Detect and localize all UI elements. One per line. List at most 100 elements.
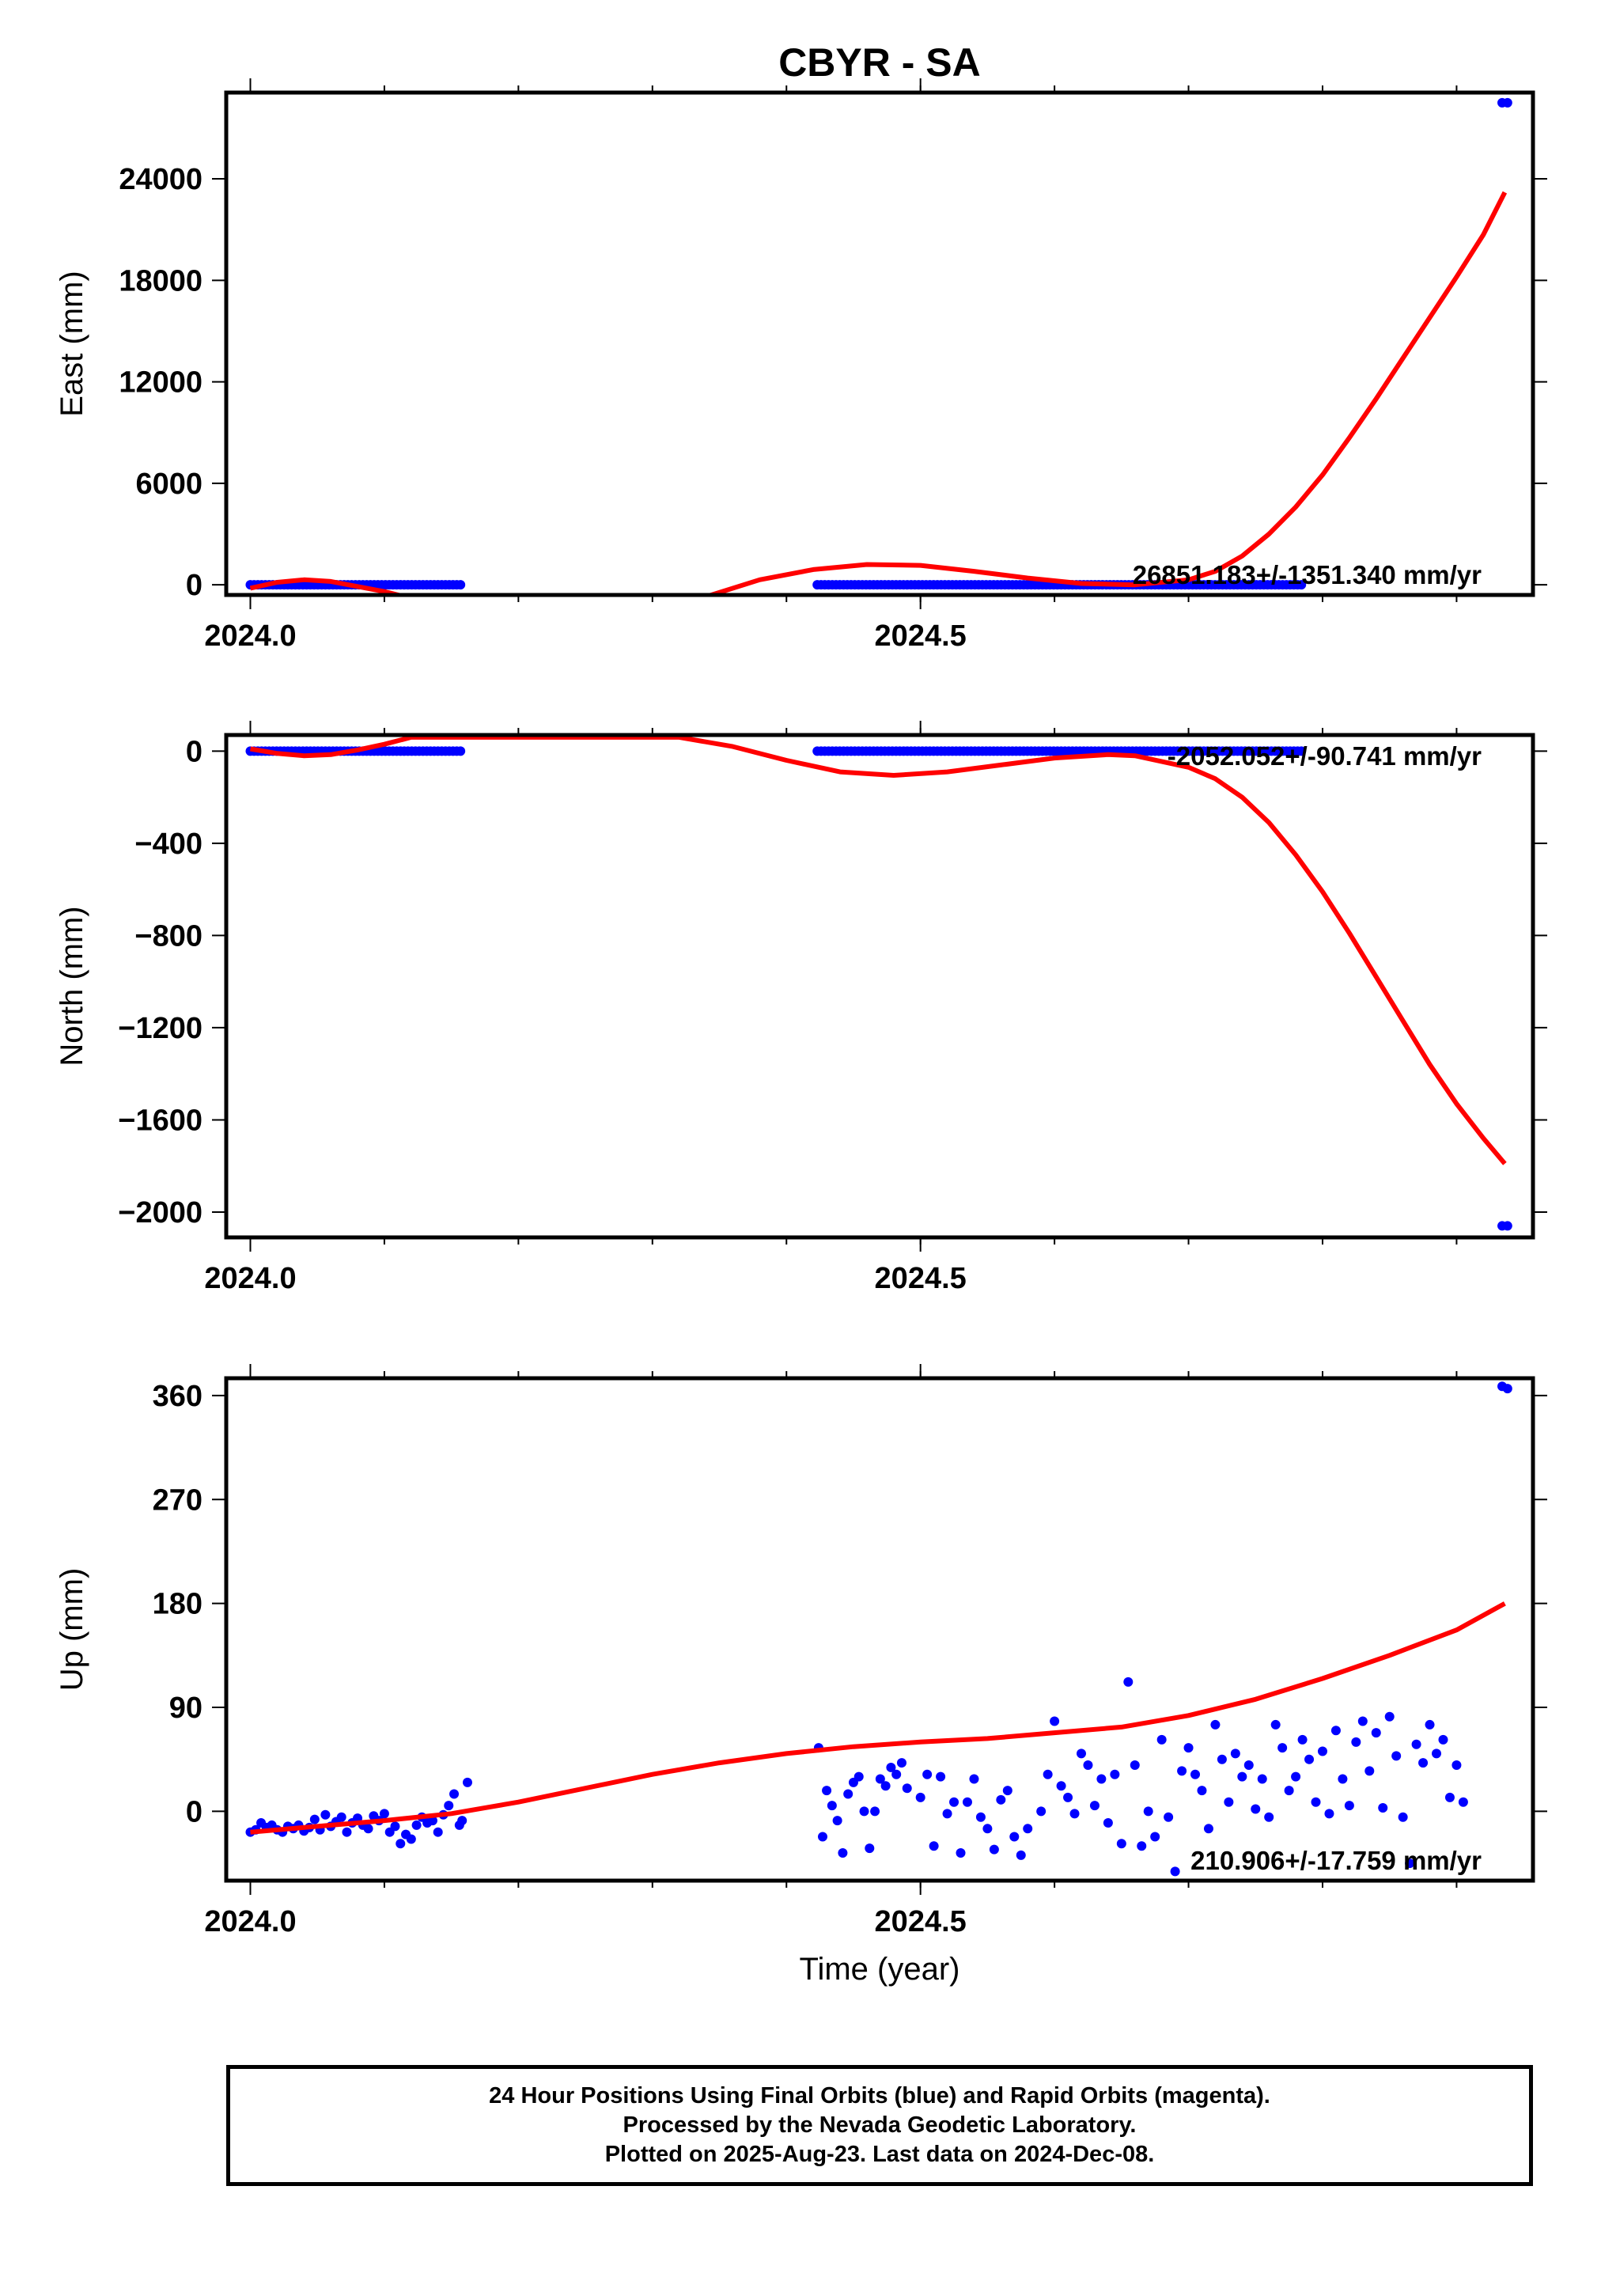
up-data-point — [1243, 1760, 1254, 1771]
east-fit-curve — [249, 191, 1508, 595]
up-data-point — [975, 1812, 986, 1822]
north-y-tick-label: −400 — [134, 828, 202, 861]
up-data-point — [1210, 1719, 1221, 1730]
east-plot-area — [245, 97, 1512, 595]
up-data-point — [1418, 1758, 1429, 1768]
up-data-point — [915, 1792, 925, 1802]
footer-line-orbits: 24 Hour Positions Using Final Orbits (bl… — [489, 2083, 1270, 2108]
north-plot-area — [245, 735, 1512, 1231]
up-y-tick-label: 270 — [153, 1483, 202, 1517]
east-y-tick-label: 0 — [186, 569, 202, 602]
north-panel: 2024.0 2024.5 0 −400 −800 −1200 −1600 −2000 Nort… — [55, 721, 1547, 1295]
up-data-point — [1411, 1739, 1421, 1749]
up-data-point — [1036, 1806, 1047, 1817]
up-data-point — [1177, 1766, 1187, 1776]
up-rate-label: 210.906+/-17.759 mm/yr — [1190, 1846, 1482, 1875]
up-data-point — [1016, 1850, 1026, 1860]
up-data-point — [1183, 1743, 1194, 1753]
up-fit-curve — [250, 1601, 1506, 1835]
north-y-tick-label: −2000 — [118, 1196, 202, 1229]
up-x-tick-label: 2024.5 — [875, 1905, 967, 1938]
up-y-tick-label: 0 — [186, 1795, 202, 1828]
up-data-point — [1143, 1806, 1153, 1817]
up-data-point — [1284, 1786, 1294, 1796]
up-data-point — [1291, 1771, 1301, 1782]
up-data-point — [1230, 1749, 1240, 1759]
up-data-point — [922, 1769, 933, 1779]
up-data-point — [1270, 1719, 1281, 1730]
east-y-tick-label: 12000 — [119, 366, 202, 400]
up-data-point — [982, 1824, 993, 1834]
up-y-tick-label: 180 — [153, 1588, 202, 1621]
up-data-point — [969, 1774, 979, 1784]
up-data-point — [942, 1809, 952, 1819]
up-data-point — [342, 1827, 352, 1837]
up-data-point — [1203, 1824, 1213, 1834]
up-data-point — [956, 1847, 966, 1858]
north-fit-curve — [249, 735, 1507, 1165]
up-data-point — [1304, 1754, 1315, 1764]
up-y-axis-label: Up (mm) — [55, 1568, 89, 1692]
up-data-point — [1351, 1737, 1361, 1747]
up-data-point — [1338, 1774, 1348, 1784]
up-data-point — [822, 1786, 832, 1796]
north-rate-label: -2052.052+/-90.741 mm/yr — [1168, 741, 1482, 771]
east-y-axis-label: East (mm) — [55, 271, 89, 416]
up-data-point — [827, 1801, 837, 1811]
up-data-point — [390, 1821, 400, 1832]
up-data-point — [1150, 1832, 1160, 1842]
up-data-point — [406, 1834, 416, 1844]
east-y-tick-label: 24000 — [119, 163, 202, 196]
x-axis-label: Time (year) — [800, 1952, 960, 1987]
up-data-point — [870, 1806, 880, 1817]
up-data-point — [996, 1794, 1006, 1805]
up-data-point — [444, 1801, 454, 1811]
up-data-point — [1130, 1760, 1140, 1771]
east-data-point — [456, 580, 466, 590]
up-data-point — [433, 1827, 443, 1837]
up-x-tick-label: 2024.0 — [204, 1905, 296, 1938]
up-y-tick-label: 360 — [153, 1380, 202, 1413]
up-data-point — [1116, 1839, 1126, 1849]
up-data-point — [1425, 1719, 1435, 1730]
up-data-point — [1378, 1803, 1388, 1813]
up-data-point — [1123, 1677, 1134, 1687]
up-data-point — [1458, 1797, 1468, 1807]
up-data-point — [1432, 1749, 1442, 1759]
up-data-point — [462, 1777, 472, 1787]
up-data-point — [875, 1774, 885, 1784]
up-data-point — [902, 1783, 912, 1794]
up-plot-area — [245, 1381, 1512, 1877]
north-data-point — [1502, 1221, 1512, 1231]
up-data-point — [1164, 1812, 1174, 1822]
up-data-point — [891, 1769, 902, 1779]
up-data-point — [1277, 1743, 1288, 1753]
figure-title: CBYR - SA — [778, 40, 981, 85]
north-y-tick-label: −1200 — [118, 1012, 202, 1045]
up-data-point — [886, 1762, 896, 1772]
up-data-point — [1137, 1841, 1147, 1851]
up-data-point — [363, 1824, 373, 1834]
up-data-point — [1224, 1797, 1234, 1807]
up-data-point — [853, 1771, 864, 1782]
east-plot-frame — [224, 90, 1535, 597]
up-data-point — [1069, 1809, 1080, 1819]
up-data-point — [1251, 1804, 1261, 1814]
up-data-point — [989, 1844, 999, 1855]
east-y-tick-label: 6000 — [135, 468, 202, 501]
up-data-point — [1096, 1774, 1107, 1784]
up-data-point — [1217, 1754, 1227, 1764]
up-data-point — [457, 1816, 467, 1826]
east-x-tick-label: 2024.5 — [875, 619, 967, 653]
north-y-axis-label: North (mm) — [55, 906, 89, 1066]
up-data-point — [929, 1841, 939, 1851]
up-data-point — [832, 1816, 842, 1826]
up-data-point — [320, 1809, 331, 1820]
north-y-tick-label: −800 — [134, 919, 202, 953]
east-data-point — [1502, 97, 1512, 108]
up-data-point — [817, 1832, 827, 1842]
east-panel: 2024.0 2024.5 0 6000 12000 18000 24000 East (mm… — [55, 78, 1547, 653]
up-data-point — [396, 1839, 406, 1849]
